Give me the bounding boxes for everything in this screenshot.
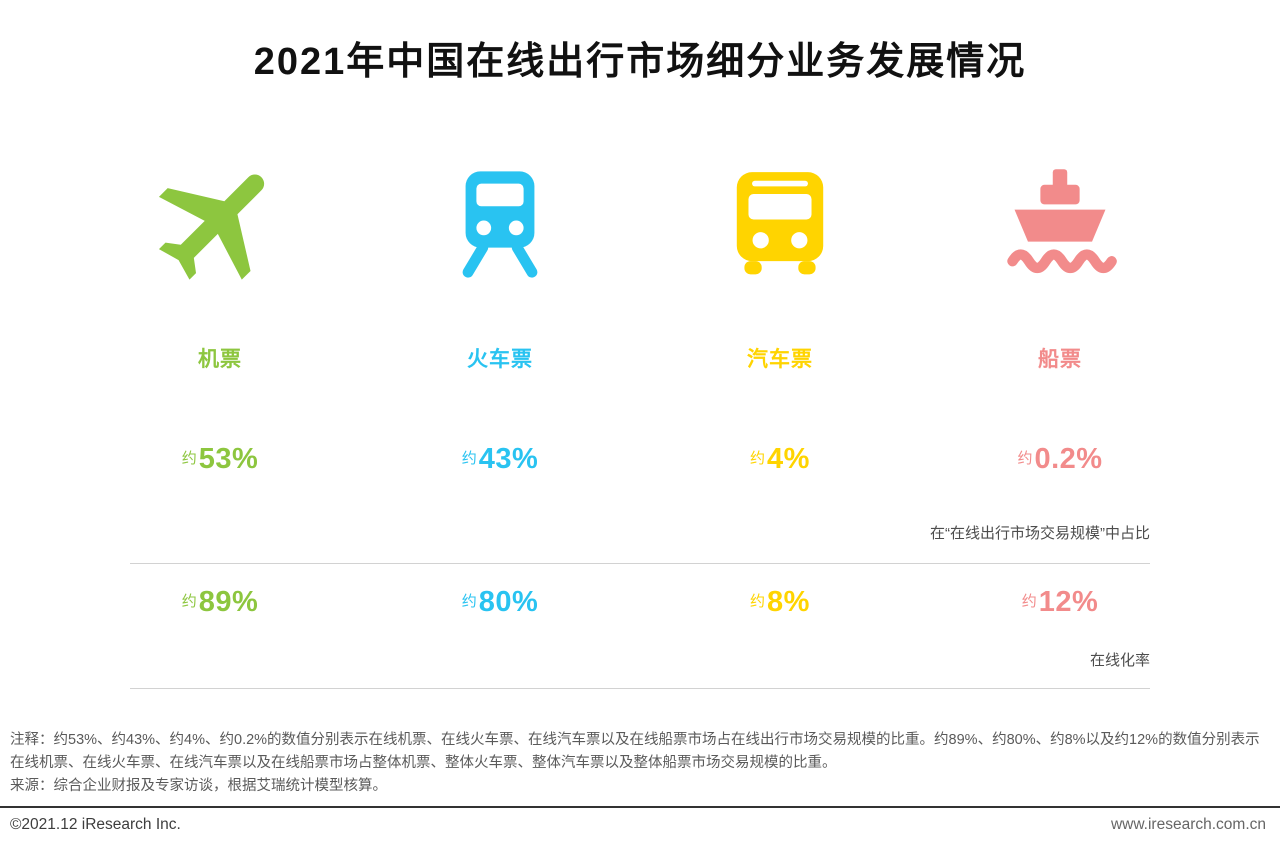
approx-prefix: 约	[461, 593, 477, 610]
category-label-air: 机票	[198, 348, 242, 371]
rate-row-caption: 在线化率	[1089, 652, 1150, 669]
share-percent: 53%	[198, 443, 259, 475]
column-bus-ticket: 汽车票	[640, 143, 920, 373]
footnotes: 注释：约53%、约43%、约4%、约0.2%的数值分别表示在线机票、在线火车票、…	[10, 729, 1268, 799]
approx-prefix: 约	[1017, 450, 1033, 467]
page-title: 2021年中国在线出行市场细分业务发展情况	[253, 41, 1027, 83]
share-percent: 43%	[478, 443, 539, 475]
approx-prefix: 约	[181, 450, 197, 467]
rate-value-bus: 约8%	[640, 586, 920, 619]
page-footer: ©2021.12 iResearch Inc. www.iresearch.co…	[0, 806, 1280, 844]
rate-value-air: 约89%	[80, 586, 360, 619]
rate-percent: 8%	[767, 586, 810, 618]
source-text: 来源：综合企业财报及专家访谈，根据艾瑞统计模型核算。	[10, 778, 387, 795]
approx-prefix: 约	[181, 593, 197, 610]
rate-percent: 89%	[198, 586, 259, 618]
column-air-ticket: 机票	[80, 143, 360, 373]
share-percent: 0.2%	[1034, 443, 1103, 475]
rate-percent: 12%	[1038, 586, 1099, 618]
train-icon	[360, 143, 640, 303]
market-share-row: 约53% 约43% 约4% 约0.2%	[80, 443, 1200, 476]
copyright-text: ©2021.12 iResearch Inc.	[10, 816, 181, 833]
annotation-text: 注释：约53%、约43%、约4%、约0.2%的数值分别表示在线机票、在线火车票、…	[10, 732, 1260, 772]
column-train-ticket: 火车票	[360, 143, 640, 373]
divider-line	[130, 688, 1150, 689]
ship-icon	[920, 143, 1200, 303]
rate-value-train: 约80%	[360, 586, 640, 619]
rate-percent: 80%	[478, 586, 539, 618]
rate-value-ship: 约12%	[920, 586, 1200, 619]
column-ship-ticket: 船票	[920, 143, 1200, 373]
category-label-ship: 船票	[1038, 348, 1082, 371]
divider-line	[130, 563, 1150, 564]
category-label-bus: 汽车票	[747, 348, 813, 371]
approx-prefix: 约	[461, 450, 477, 467]
category-label-train: 火车票	[467, 348, 533, 371]
share-value-ship: 约0.2%	[920, 443, 1200, 476]
share-percent: 4%	[767, 443, 810, 475]
share-value-train: 约43%	[360, 443, 640, 476]
bus-icon	[640, 143, 920, 303]
share-value-air: 约53%	[80, 443, 360, 476]
category-grid: 机票 火车票	[80, 143, 1200, 373]
approx-prefix: 约	[750, 593, 766, 610]
approx-prefix: 约	[750, 450, 766, 467]
online-rate-row: 约89% 约80% 约8% 约12%	[80, 586, 1200, 619]
share-row-caption: 在“在线出行市场交易规模”中占比	[930, 525, 1150, 542]
share-value-bus: 约4%	[640, 443, 920, 476]
airplane-icon	[80, 143, 360, 303]
approx-prefix: 约	[1021, 593, 1037, 610]
website-url: www.iresearch.com.cn	[1110, 816, 1266, 833]
